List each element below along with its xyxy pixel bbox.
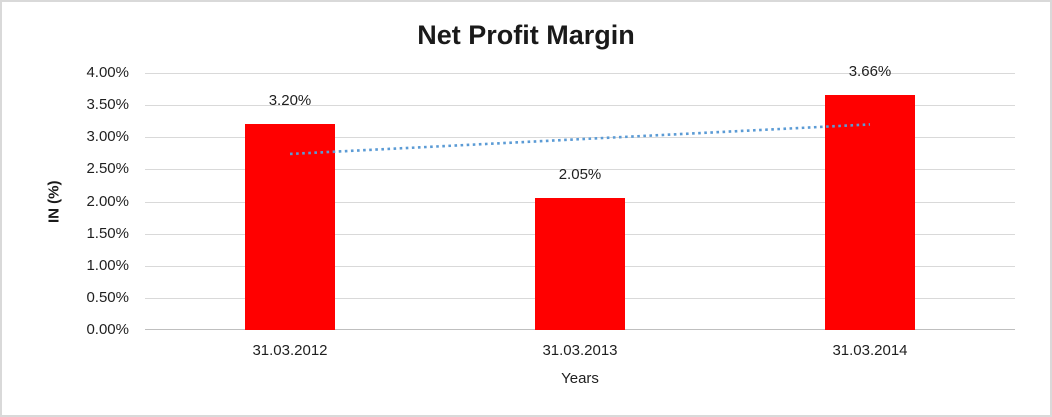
x-tick-label: 31.03.2013 (542, 342, 618, 359)
bar-value-label: 3.66% (848, 63, 892, 80)
bar-31.03.2013 (535, 198, 625, 330)
x-axis-title: Years (561, 370, 599, 387)
gridline (145, 105, 1015, 106)
bar-value-label: 3.20% (268, 92, 312, 109)
y-tick-label: 1.00% (86, 257, 129, 274)
x-tick-label: 31.03.2014 (832, 342, 908, 359)
plot-area: 0.00% 0.50% 1.00% 1.50% 2.00% 2.50% 3.00% 3.50%… (86, 63, 1015, 359)
gridline (145, 73, 1015, 74)
bar-value-label: 2.05% (558, 166, 602, 183)
y-tick-label: 2.00% (86, 193, 129, 210)
bar-31.03.2012 (245, 124, 335, 330)
trendline (289, 123, 871, 156)
bar-31.03.2014 (825, 95, 915, 330)
y-tick-label: 3.50% (86, 96, 129, 113)
y-tick-label: 3.00% (86, 128, 129, 145)
gridline (145, 169, 1015, 170)
y-tick-label: 4.00% (86, 64, 129, 81)
gridline (145, 137, 1015, 138)
y-tick-label: 0.50% (86, 289, 129, 306)
x-tick-label: 31.03.2012 (252, 342, 328, 359)
y-tick-label: 2.50% (86, 160, 129, 177)
chart-title: Net Profit Margin (417, 20, 635, 50)
y-tick-label: 1.50% (86, 225, 129, 242)
y-tick-label: 0.00% (86, 321, 129, 338)
